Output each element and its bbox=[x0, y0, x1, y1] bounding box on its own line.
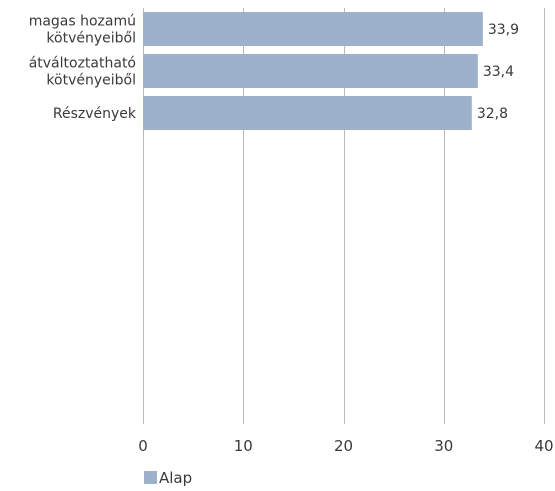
x-tick-label: 0 bbox=[138, 437, 148, 455]
value-label: 33,4 bbox=[483, 64, 514, 80]
value-label: 33,9 bbox=[488, 22, 519, 38]
bar bbox=[143, 54, 478, 88]
category-label: magas hozamú bbox=[29, 14, 136, 30]
category-labels: magas hozamúkötvényeibőlátváltoztathatók… bbox=[29, 14, 137, 123]
legend-swatch bbox=[144, 471, 157, 484]
x-tick-label: 40 bbox=[534, 437, 553, 455]
value-labels: 33,9 33,4 32,8 bbox=[477, 22, 519, 122]
x-tick-label: 20 bbox=[334, 437, 353, 455]
category-label: kötvényeiből bbox=[46, 31, 136, 47]
category-label: átváltoztatható bbox=[29, 56, 136, 72]
legend-label: Alap bbox=[159, 469, 192, 487]
bar bbox=[143, 96, 472, 130]
value-label: 32,8 bbox=[477, 106, 508, 122]
x-tick-label: 30 bbox=[434, 437, 453, 455]
category-label: kötvényeiből bbox=[46, 73, 136, 89]
x-tick-label: 10 bbox=[234, 437, 253, 455]
bars bbox=[143, 12, 483, 130]
bar bbox=[143, 12, 483, 46]
x-axis-ticks: 0 10 20 30 40 bbox=[138, 437, 553, 455]
category-label: Részvények bbox=[53, 106, 137, 122]
legend: Alap bbox=[144, 469, 192, 487]
